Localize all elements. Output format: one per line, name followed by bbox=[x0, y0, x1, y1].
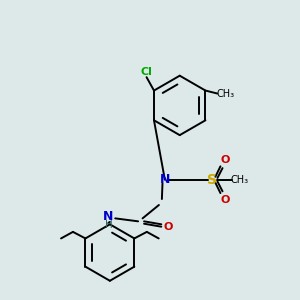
Text: CH₃: CH₃ bbox=[231, 175, 249, 185]
Text: N: N bbox=[160, 173, 170, 186]
Text: Cl: Cl bbox=[141, 67, 152, 77]
Text: CH₃: CH₃ bbox=[217, 88, 235, 98]
Text: O: O bbox=[220, 155, 230, 165]
Text: S: S bbox=[207, 173, 218, 187]
Text: O: O bbox=[164, 222, 173, 232]
Text: O: O bbox=[220, 195, 230, 205]
Text: H: H bbox=[104, 220, 112, 230]
Text: N: N bbox=[103, 210, 114, 224]
